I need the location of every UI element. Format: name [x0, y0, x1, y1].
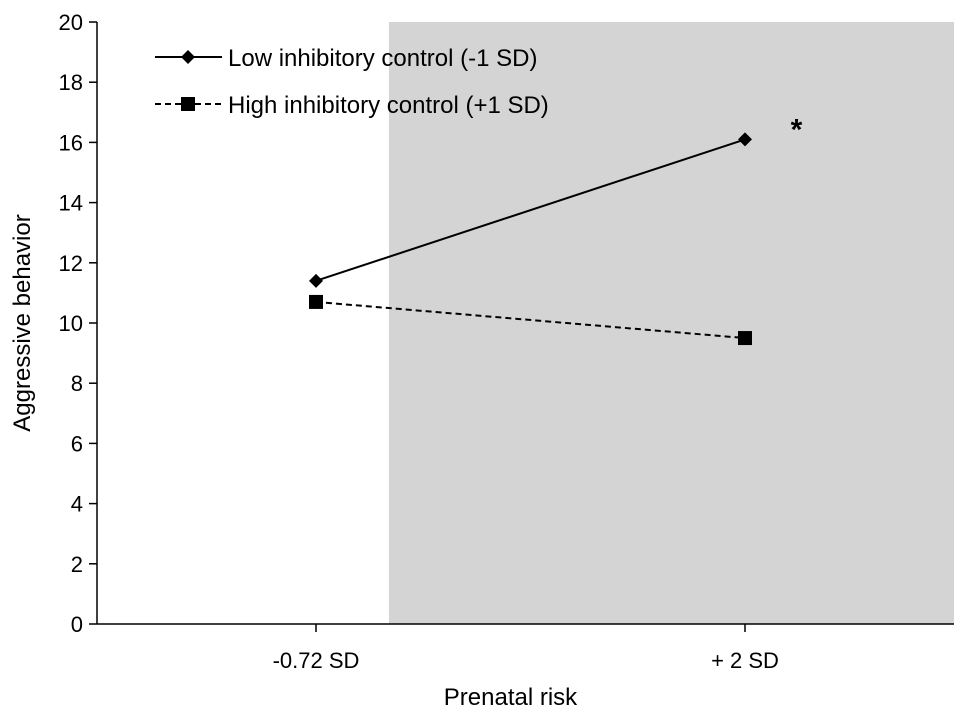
y-tick-label: 18 — [59, 70, 83, 95]
y-tick-label: 20 — [59, 10, 83, 35]
y-tick-label: 14 — [59, 191, 83, 216]
series-line-1 — [315, 138, 746, 282]
x-axis-title: Prenatal risk — [444, 684, 578, 711]
y-tick-label: 6 — [71, 431, 83, 456]
x-tick-label: -0.72 SD — [273, 648, 360, 673]
y-tick-label: 4 — [71, 492, 83, 517]
data-point-series-2 — [738, 331, 752, 346]
legend-marker-1 — [181, 50, 195, 64]
data-point-series-1 — [738, 132, 752, 147]
y-axis-title: Aggressive behavior — [9, 214, 36, 431]
series-line-2 — [315, 300, 746, 340]
legend: Low inhibitory control (-1 SD) High inhib… — [155, 45, 549, 119]
y-tick-label: 12 — [59, 251, 83, 276]
legend-label-2: High inhibitory control (+1 SD) — [228, 92, 549, 119]
y-tick-label: 2 — [71, 552, 83, 577]
legend-label-1: Low inhibitory control (-1 SD) — [228, 45, 537, 72]
legend-marker-2 — [181, 97, 195, 111]
y-tick-label: 0 — [71, 612, 83, 637]
significance-annotation: * — [791, 113, 803, 146]
y-tick-label: 8 — [71, 371, 83, 396]
x-tick-label: + 2 SD — [711, 648, 779, 673]
y-tick-label: 16 — [59, 130, 83, 155]
data-point-series-1 — [309, 273, 323, 288]
data-point-series-2 — [309, 294, 323, 309]
shaded-region — [388, 22, 954, 624]
y-tick-label: 10 — [59, 311, 83, 336]
